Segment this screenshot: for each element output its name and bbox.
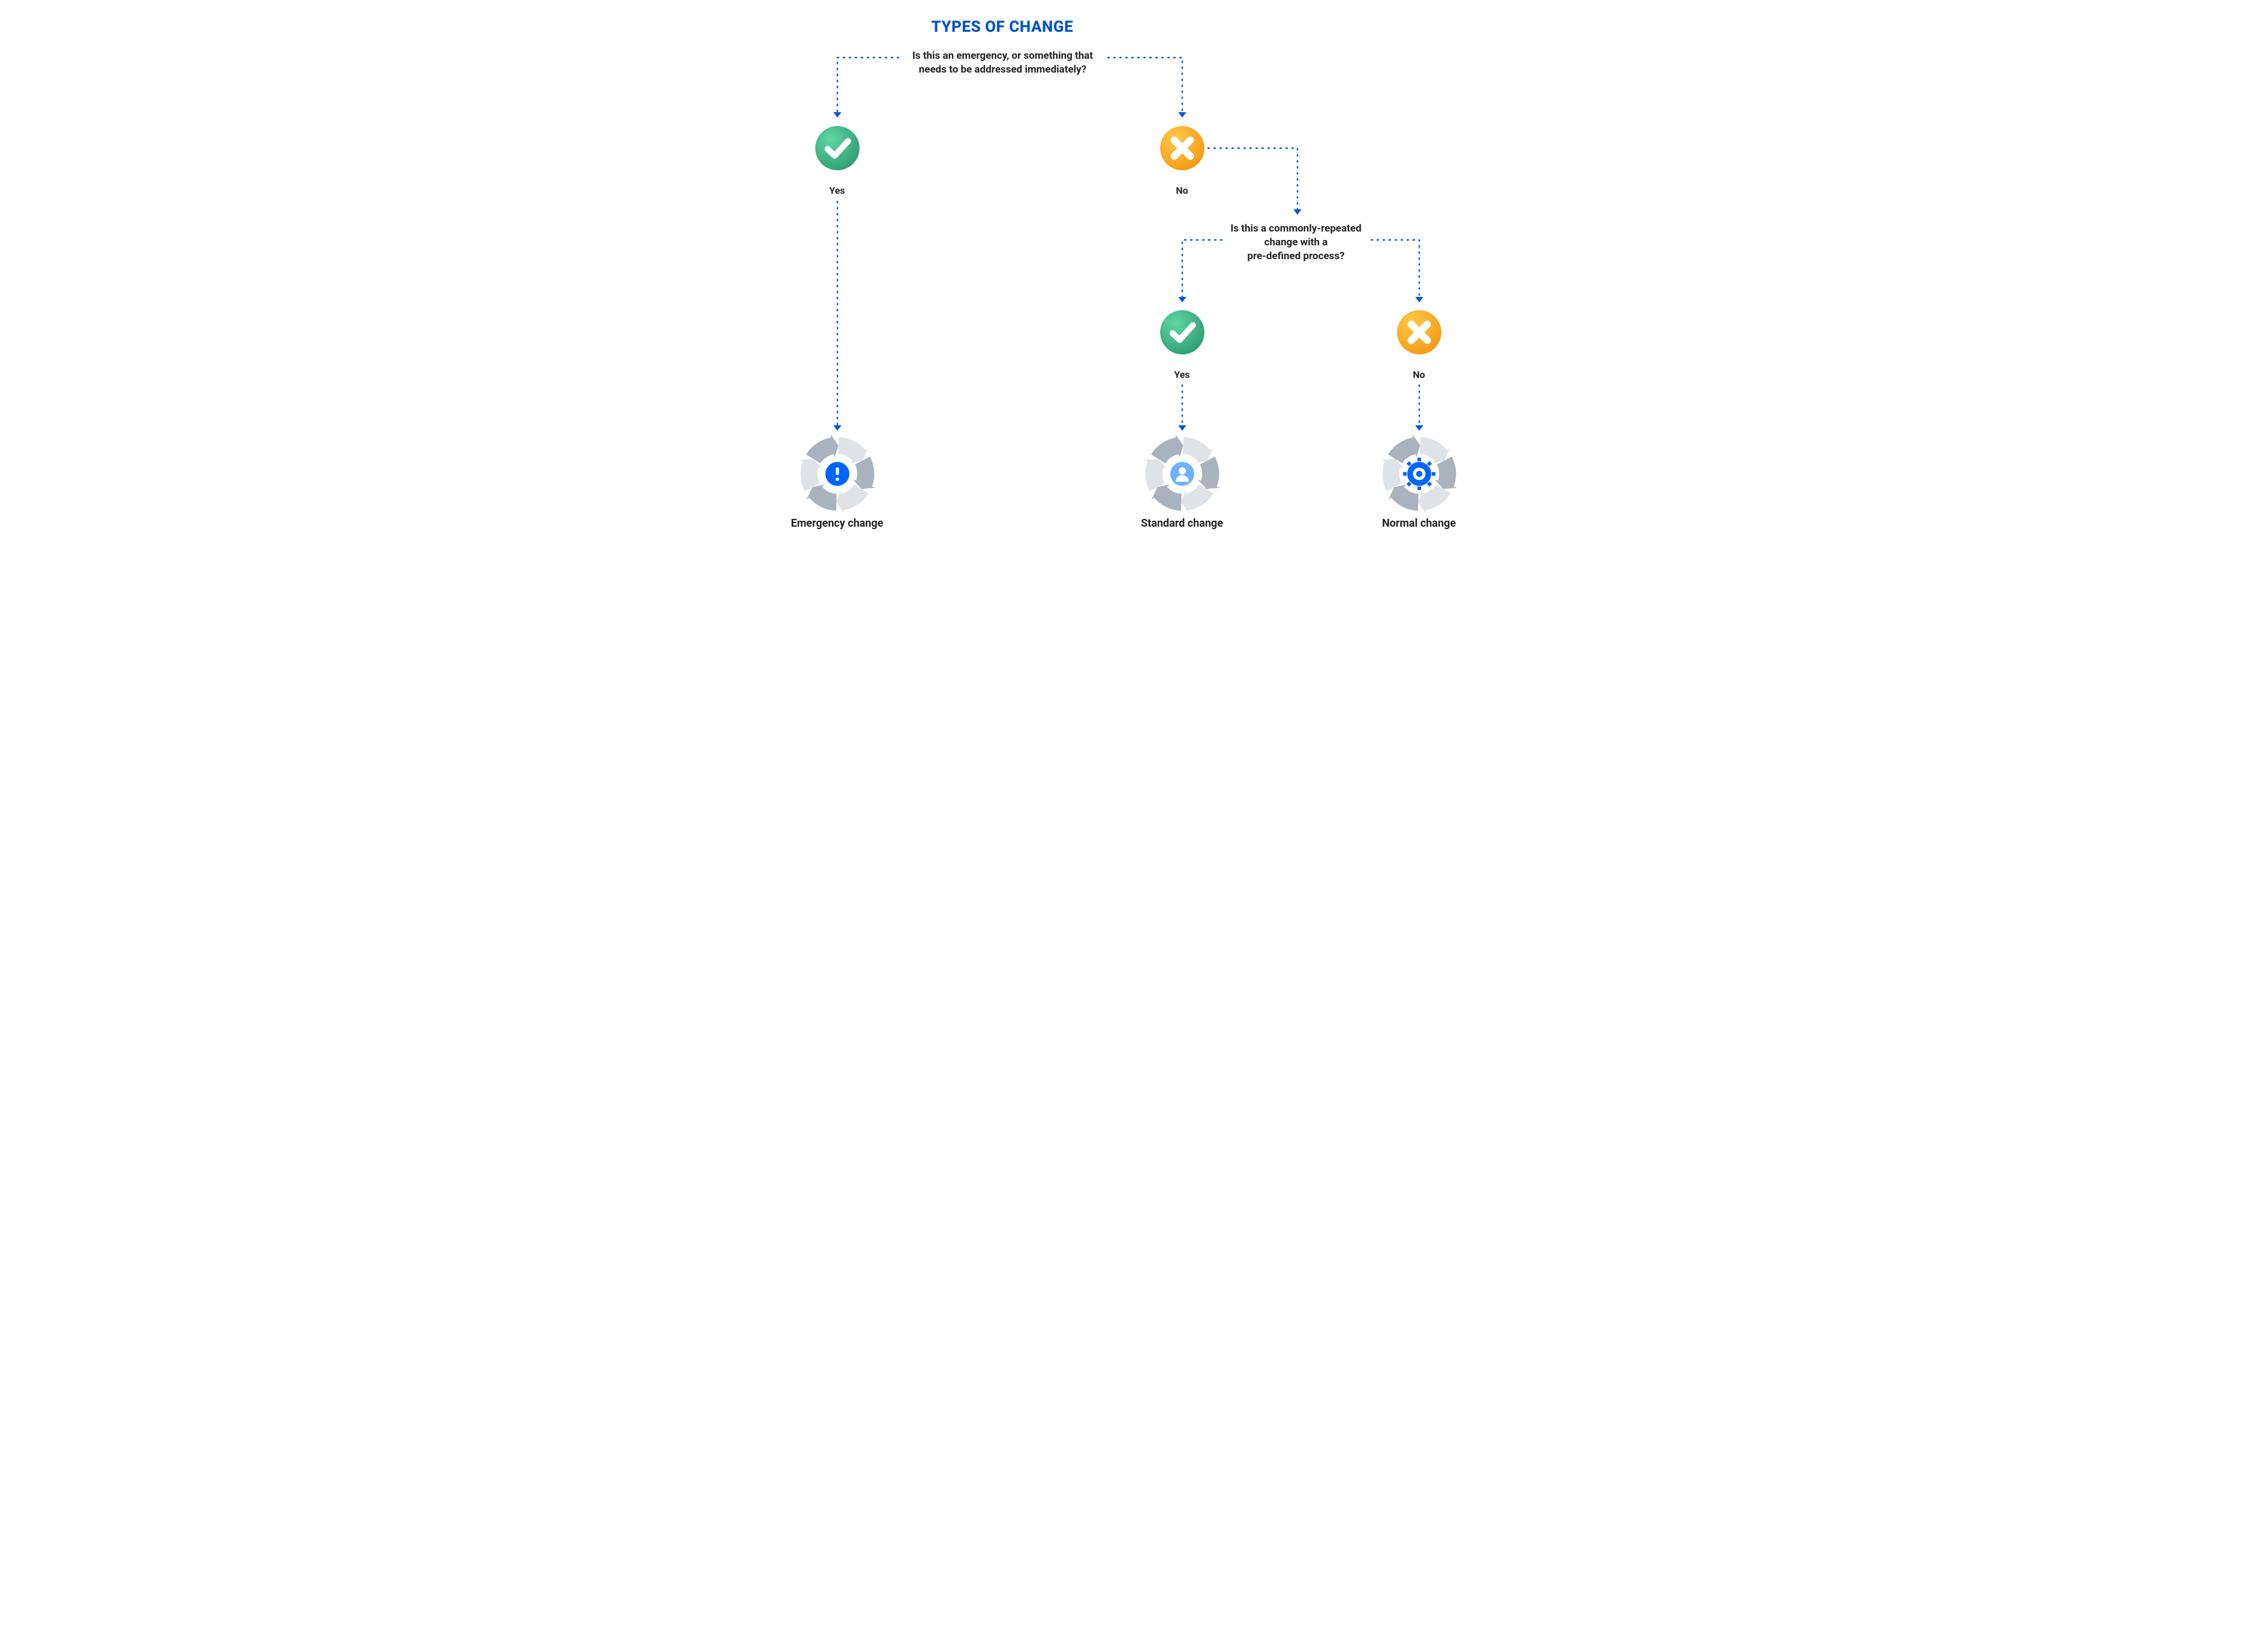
cycle-icon-normal	[1381, 435, 1458, 512]
outcome-label-normal: Normal change	[1347, 517, 1491, 530]
badge-no-1	[1160, 126, 1204, 170]
cycle-icon-emergency	[799, 435, 876, 512]
cycle-icon-standard	[1144, 435, 1221, 512]
answer-label-yes-1: Yes	[801, 185, 873, 196]
badge-no-2	[1397, 310, 1441, 355]
diagram-title: TYPES OF CHANGE	[932, 18, 1074, 36]
answer-label-no-1: No	[1146, 185, 1218, 196]
outcome-label-standard: Standard change	[1110, 517, 1254, 530]
outcome-label-emergency: Emergency change	[765, 517, 909, 530]
answer-label-no-2: No	[1383, 369, 1455, 380]
badge-yes-2	[1160, 310, 1204, 355]
badge-yes-1	[815, 126, 860, 170]
flowchart-canvas: TYPES OF CHANGE Is this an emergency, or…	[750, 0, 1518, 555]
answer-label-yes-2: Yes	[1146, 369, 1218, 380]
question-emergency: Is this an emergency, or something thatn…	[883, 49, 1123, 77]
question-repeated: Is this a commonly-repeatedchange with a…	[1176, 222, 1416, 263]
